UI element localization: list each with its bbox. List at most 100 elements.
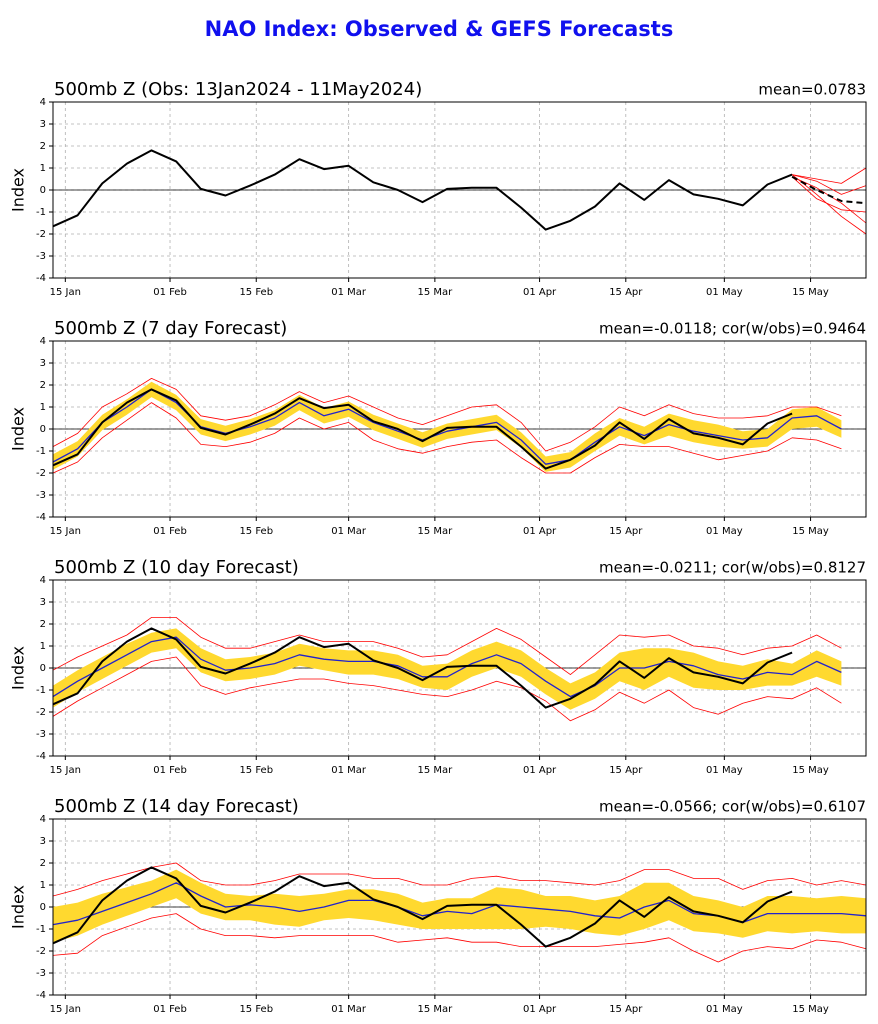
y-tick-label: -4 <box>36 990 46 1001</box>
y-tick-label: -4 <box>36 273 46 284</box>
panel-title: 500mb Z (10 day Forecast) <box>54 557 299 578</box>
x-tick-label: 01 Feb <box>153 765 187 776</box>
x-tick-label: 15 Jan <box>50 287 81 298</box>
x-tick-label: 01 May <box>706 1004 743 1015</box>
y-tick-label: 1 <box>40 641 46 652</box>
x-tick-label: 15 Apr <box>609 765 643 776</box>
series-line <box>52 617 842 675</box>
x-tick-label: 01 Mar <box>331 1004 367 1015</box>
y-tick-label: 2 <box>40 619 46 630</box>
x-tick-label: 15 Apr <box>609 287 643 298</box>
x-tick-label: 15 May <box>792 526 829 537</box>
panel-stats: mean=-0.0566; cor(w/obs)=0.6107 <box>599 798 866 816</box>
x-tick-label: 15 Mar <box>417 287 453 298</box>
series-line <box>791 174 867 195</box>
x-tick-label: 01 Apr <box>523 287 557 298</box>
plot-frame <box>52 101 867 279</box>
y-tick-label: -1 <box>36 685 46 696</box>
y-tick-label: 1 <box>40 880 46 891</box>
y-tick-label: 1 <box>40 402 46 413</box>
x-tick-label: 01 Feb <box>153 526 187 537</box>
x-tick-label: 15 Jan <box>50 526 81 537</box>
x-tick-label: 15 May <box>792 287 829 298</box>
x-tick-label: 15 Feb <box>239 526 273 537</box>
series-line <box>52 656 842 722</box>
y-axis-label: Index <box>9 646 28 690</box>
panel-stats: mean=-0.0118; cor(w/obs)=0.9464 <box>599 320 866 338</box>
y-tick-label: 4 <box>40 97 46 108</box>
panel-title: 500mb Z (7 day Forecast) <box>54 318 287 339</box>
series-line <box>52 866 793 948</box>
y-tick-label: 4 <box>40 575 46 586</box>
y-tick-label: 3 <box>40 119 46 130</box>
panel-stats: mean=-0.0211; cor(w/obs)=0.8127 <box>599 559 866 577</box>
series-line <box>52 388 793 470</box>
panel-title: 500mb Z (Obs: 13Jan2024 - 11May2024) <box>54 79 422 100</box>
plot-frame <box>52 818 867 996</box>
y-tick-label: 4 <box>40 814 46 825</box>
x-tick-label: 15 Mar <box>417 1004 453 1015</box>
series-line <box>52 149 793 231</box>
series-line <box>52 627 793 709</box>
y-axis-label: Index <box>9 885 28 929</box>
y-tick-label: -2 <box>36 229 46 240</box>
y-tick-label: 0 <box>40 424 46 435</box>
series-line <box>791 176 867 213</box>
y-tick-label: -2 <box>36 946 46 957</box>
x-tick-label: 15 Jan <box>50 765 81 776</box>
y-tick-label: -4 <box>36 751 46 762</box>
y-tick-label: -3 <box>36 729 46 740</box>
series-line <box>792 167 867 184</box>
series-line <box>52 378 842 452</box>
x-tick-label: 15 Apr <box>609 526 643 537</box>
y-tick-label: -2 <box>36 468 46 479</box>
x-tick-label: 01 May <box>706 765 743 776</box>
x-tick-label: 15 Feb <box>239 287 273 298</box>
x-tick-label: 15 May <box>792 1004 829 1015</box>
spread-band <box>53 628 842 710</box>
y-tick-label: -3 <box>36 490 46 501</box>
y-tick-label: -3 <box>36 968 46 979</box>
x-tick-label: 15 Feb <box>239 1004 273 1015</box>
x-tick-label: 01 Apr <box>523 526 557 537</box>
y-axis-label: Index <box>9 407 28 451</box>
y-tick-label: 0 <box>40 902 46 913</box>
x-tick-label: 15 Apr <box>609 1004 643 1015</box>
y-tick-label: 2 <box>40 141 46 152</box>
y-tick-label: -1 <box>36 207 46 218</box>
plot-frame <box>52 579 867 757</box>
x-tick-label: 01 May <box>706 287 743 298</box>
x-tick-label: 15 Mar <box>417 765 453 776</box>
spread-band <box>53 381 842 472</box>
x-tick-label: 01 Mar <box>331 287 367 298</box>
x-tick-label: 01 Apr <box>523 765 557 776</box>
y-tick-label: -2 <box>36 707 46 718</box>
y-axis-label: Index <box>9 168 28 212</box>
plot-frame <box>52 340 867 518</box>
y-tick-label: 2 <box>40 380 46 391</box>
y-tick-label: 0 <box>40 663 46 674</box>
y-tick-label: -1 <box>36 924 46 935</box>
panel-stats: mean=0.0783 <box>758 81 866 99</box>
x-tick-label: 01 Feb <box>153 1004 187 1015</box>
y-tick-label: 0 <box>40 185 46 196</box>
x-tick-label: 01 May <box>706 526 743 537</box>
series-line <box>52 913 867 963</box>
x-tick-label: 15 Feb <box>239 765 273 776</box>
y-tick-label: -4 <box>36 512 46 523</box>
x-tick-label: 01 Feb <box>153 287 187 298</box>
y-tick-label: 4 <box>40 336 46 347</box>
y-tick-label: -3 <box>36 251 46 262</box>
x-tick-label: 15 Mar <box>417 526 453 537</box>
y-tick-label: 3 <box>40 597 46 608</box>
x-tick-label: 01 Mar <box>331 526 367 537</box>
x-tick-label: 15 May <box>792 765 829 776</box>
x-tick-label: 15 Jan <box>50 1004 81 1015</box>
y-tick-label: 1 <box>40 163 46 174</box>
y-tick-label: 3 <box>40 358 46 369</box>
series-line <box>791 175 867 205</box>
y-tick-label: 2 <box>40 858 46 869</box>
y-tick-label: 3 <box>40 836 46 847</box>
x-tick-label: 01 Apr <box>523 1004 557 1015</box>
